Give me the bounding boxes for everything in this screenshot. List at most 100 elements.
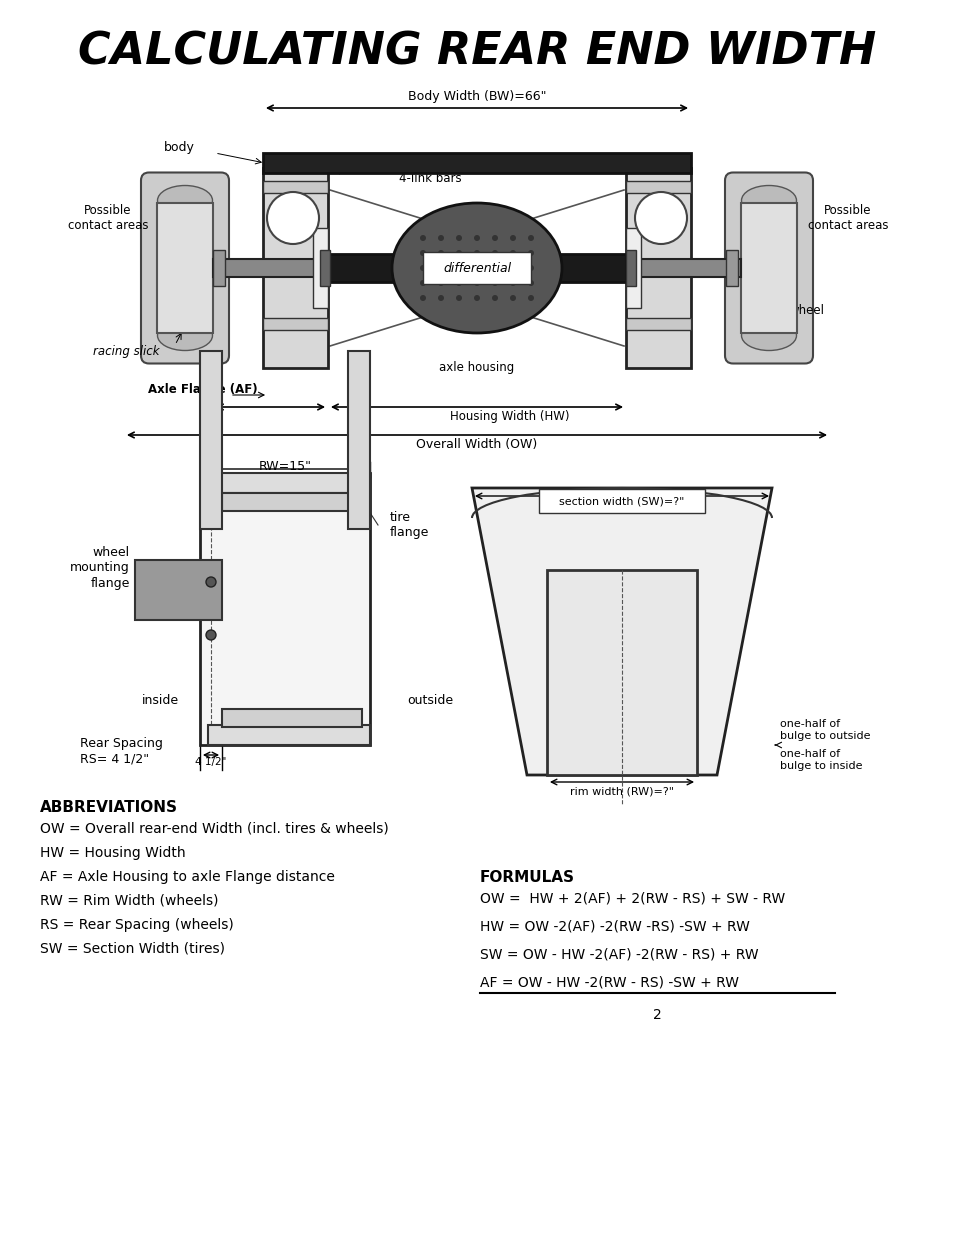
- Circle shape: [419, 235, 426, 241]
- Text: RS = Rear Spacing (wheels): RS = Rear Spacing (wheels): [40, 918, 233, 932]
- Text: inside: inside: [141, 694, 178, 706]
- Text: differential: differential: [442, 262, 511, 274]
- Bar: [263, 153, 690, 173]
- Circle shape: [419, 249, 426, 256]
- Circle shape: [474, 249, 479, 256]
- Circle shape: [527, 249, 534, 256]
- Bar: [213, 259, 328, 277]
- Circle shape: [437, 295, 443, 301]
- Circle shape: [267, 191, 318, 245]
- Circle shape: [456, 266, 461, 270]
- Text: ABBREVIATIONS: ABBREVIATIONS: [40, 800, 178, 815]
- Bar: [625, 168, 690, 368]
- Circle shape: [527, 280, 534, 287]
- Circle shape: [456, 249, 461, 256]
- Circle shape: [206, 577, 215, 587]
- Circle shape: [474, 266, 479, 270]
- Bar: [328, 254, 625, 282]
- Circle shape: [474, 235, 479, 241]
- Text: OW =  HW + 2(AF) + 2(RW - RS) + SW - RW: OW = HW + 2(AF) + 2(RW - RS) + SW - RW: [479, 892, 784, 906]
- Text: Rear Spacing
RS= 4 1/2": Rear Spacing RS= 4 1/2": [80, 737, 163, 764]
- Circle shape: [510, 295, 516, 301]
- Bar: [263, 168, 328, 368]
- Ellipse shape: [157, 321, 213, 351]
- Circle shape: [527, 235, 534, 241]
- Text: body: body: [164, 142, 194, 154]
- FancyBboxPatch shape: [422, 252, 531, 284]
- Ellipse shape: [157, 185, 213, 215]
- FancyBboxPatch shape: [724, 173, 812, 363]
- Circle shape: [635, 191, 686, 245]
- Circle shape: [492, 295, 497, 301]
- Text: Overall Width (OW): Overall Width (OW): [416, 438, 537, 451]
- Bar: [222, 493, 361, 511]
- Bar: [546, 571, 697, 776]
- Text: SW = Section Width (tires): SW = Section Width (tires): [40, 942, 225, 956]
- Bar: [725, 249, 738, 287]
- Text: axle: axle: [243, 262, 268, 274]
- Bar: [625, 259, 740, 277]
- Text: AF = OW - HW -2(RW - RS) -SW + RW: AF = OW - HW -2(RW - RS) -SW + RW: [479, 976, 739, 990]
- Ellipse shape: [740, 185, 796, 215]
- Circle shape: [510, 249, 516, 256]
- Text: one-half of
bulge to inside: one-half of bulge to inside: [780, 750, 862, 771]
- Bar: [319, 249, 330, 287]
- Circle shape: [437, 249, 443, 256]
- Text: wheel
mounting
flange: wheel mounting flange: [71, 547, 130, 589]
- Circle shape: [437, 280, 443, 287]
- Circle shape: [456, 235, 461, 241]
- Bar: [348, 351, 370, 529]
- Circle shape: [510, 266, 516, 270]
- Text: 2: 2: [652, 1008, 660, 1023]
- Circle shape: [510, 280, 516, 287]
- Circle shape: [419, 266, 426, 270]
- Bar: [263, 182, 328, 193]
- FancyBboxPatch shape: [538, 489, 704, 513]
- Text: wheel: wheel: [789, 304, 824, 316]
- Text: HW = Housing Width: HW = Housing Width: [40, 846, 186, 860]
- Circle shape: [206, 630, 215, 640]
- FancyBboxPatch shape: [141, 173, 229, 363]
- Text: Axle Flange (AF): Axle Flange (AF): [148, 384, 257, 396]
- Text: racing slick: racing slick: [93, 346, 160, 358]
- Text: tire
flange: tire flange: [390, 511, 429, 538]
- Bar: [208, 725, 370, 745]
- Bar: [208, 473, 370, 493]
- Circle shape: [527, 266, 534, 270]
- Text: RW=15": RW=15": [258, 459, 312, 473]
- Circle shape: [456, 295, 461, 301]
- Bar: [625, 317, 690, 330]
- Circle shape: [419, 280, 426, 287]
- Circle shape: [437, 235, 443, 241]
- Text: section width (SW)=?": section width (SW)=?": [558, 496, 684, 508]
- Text: RW = Rim Width (wheels): RW = Rim Width (wheels): [40, 894, 218, 908]
- Bar: [213, 249, 225, 287]
- Circle shape: [456, 280, 461, 287]
- Circle shape: [492, 266, 497, 270]
- Text: OW = Overall rear-end Width (incl. tires & wheels): OW = Overall rear-end Width (incl. tires…: [40, 823, 388, 836]
- Polygon shape: [472, 488, 771, 776]
- Circle shape: [437, 266, 443, 270]
- Circle shape: [419, 295, 426, 301]
- Bar: [625, 228, 640, 308]
- Text: HW = OW -2(AF) -2(RW -RS) -SW + RW: HW = OW -2(AF) -2(RW -RS) -SW + RW: [479, 920, 749, 934]
- Bar: [313, 228, 328, 308]
- Circle shape: [527, 295, 534, 301]
- Circle shape: [492, 249, 497, 256]
- Circle shape: [510, 235, 516, 241]
- Bar: [222, 709, 361, 727]
- Text: Possible
contact areas: Possible contact areas: [807, 204, 887, 232]
- Text: Housing Width (HW): Housing Width (HW): [450, 410, 569, 424]
- Bar: [157, 203, 213, 333]
- Text: outside: outside: [407, 694, 453, 706]
- Text: 4-link bars: 4-link bars: [398, 172, 461, 184]
- Text: one-half of
bulge to outside: one-half of bulge to outside: [780, 719, 869, 741]
- Circle shape: [474, 280, 479, 287]
- Text: CALCULATING REAR END WIDTH: CALCULATING REAR END WIDTH: [78, 31, 875, 74]
- Text: SW = OW - HW -2(AF) -2(RW - RS) + RW: SW = OW - HW -2(AF) -2(RW - RS) + RW: [479, 948, 758, 962]
- Ellipse shape: [740, 321, 796, 351]
- Text: AF = Axle Housing to axle Flange distance: AF = Axle Housing to axle Flange distanc…: [40, 869, 335, 884]
- Text: Possible
contact areas: Possible contact areas: [68, 204, 148, 232]
- Ellipse shape: [392, 203, 561, 333]
- Circle shape: [492, 235, 497, 241]
